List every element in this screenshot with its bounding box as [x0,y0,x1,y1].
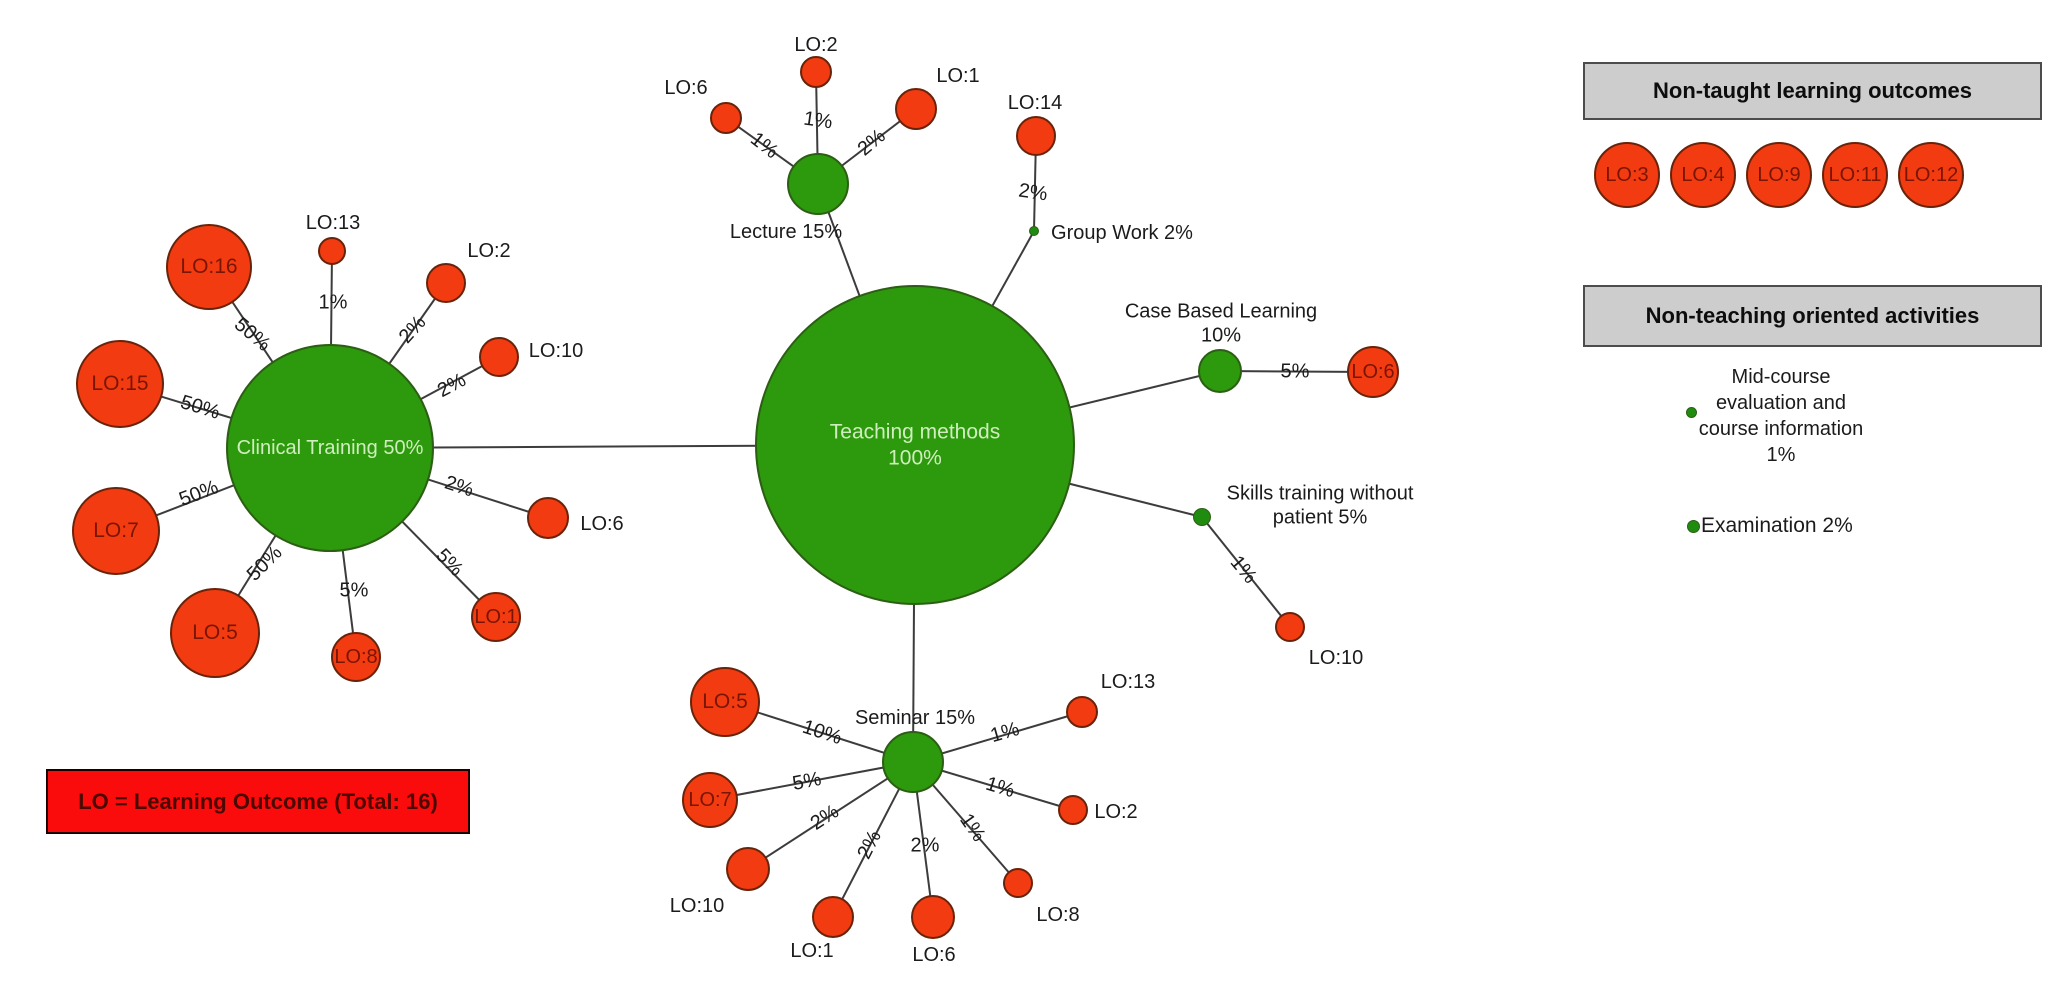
edge-label-case-based-learning--cbl-lo6: 5% [1280,360,1310,383]
legend-activities-title: Non-teaching oriented activities [1645,303,1980,328]
node-ct-lo16 [166,224,252,310]
legend-node-lo-9: LO:9 [1746,142,1812,208]
edge-seminar--sem-lo7 [709,761,914,801]
legend-activities-box: Non-teaching oriented activities [1583,285,2042,347]
label-skills-lo10: LO:10 [1308,646,1364,669]
label-clinical-training: Clinical Training 50% [236,436,424,459]
label-group-work: Group Work 2% [1051,221,1193,244]
node-case-based-learning [1198,349,1242,393]
node-sem-lo8 [1003,868,1033,898]
edge-label-lecture--lec-lo2: 1% [802,107,834,134]
node-ct-lo6 [527,497,569,539]
node-ct-lo2 [426,263,466,303]
legend-node-lo-11: LO:11 [1822,142,1888,208]
edge-skills-training--skills-lo10 [1201,516,1291,628]
edge-label-group-work--gw-lo14: 2% [1017,179,1049,206]
label-lec-lo2: LO:2 [794,33,838,56]
legend-node-lo-3: LO:3 [1594,142,1660,208]
label-sem-lo10: LO:10 [669,894,725,917]
edge-label-clinical-training--ct-lo13: 1% [318,291,348,314]
node-ct-lo8 [331,632,381,682]
legend-node-lo-12: LO:12 [1898,142,1964,208]
node-lec-lo6 [710,102,742,134]
label-seminar: Seminar 15% [854,706,976,729]
label-cbl-lo6: LO:6 [1351,360,1395,383]
label-sem-lo7: LO:7 [688,788,732,811]
label-sem-lo2: LO:2 [1094,800,1138,823]
label-gw-lo14: LO:14 [1007,91,1063,114]
node-lecture [787,153,849,215]
label-ct-lo15: LO:15 [91,372,149,396]
label-case-based-learning: Case Based Learning 10% [1124,300,1318,347]
edge-seminar--sem-lo10 [747,761,914,870]
node-ct-lo13 [318,237,346,265]
label-ct-lo7: LO:7 [93,519,139,543]
node-lec-lo2 [800,56,832,88]
label-ct-lo8: LO:8 [334,645,378,668]
node-cbl-lo6 [1347,346,1399,398]
midcourse-line: 1% [1766,444,1796,466]
label-ct-lo5: LO:5 [192,621,238,645]
node-sem-lo1 [812,896,854,938]
label-sem-lo6: LO:6 [912,943,956,966]
node-seminar [882,731,944,793]
label-skills-training: Skills training without patient 5% [1226,482,1414,529]
midcourse-label: Mid-course evaluation and course informa… [1671,364,1891,468]
label-sem-lo5: LO:5 [702,690,748,714]
node-sem-lo5 [690,667,760,737]
note-box: LO = Learning Outcome (Total: 16) [46,769,470,834]
legend-node-lo-4: LO:4 [1670,142,1736,208]
label-ct-lo16: LO:16 [180,255,238,279]
label-sem-lo8: LO:8 [1036,903,1080,926]
node-ct-lo5 [170,588,260,678]
node-gw-lo14 [1016,116,1056,156]
midcourse-line: evaluation and [1715,392,1847,414]
label-ct-lo10: LO:10 [528,339,584,362]
label-lec-lo1: LO:1 [936,64,980,87]
label-sem-lo13: LO:13 [1100,670,1156,693]
edge-label-seminar--sem-lo6: 2% [910,834,940,857]
examination-dot-icon [1687,520,1700,533]
node-group-work [1029,226,1039,236]
node-sem-lo2 [1058,795,1088,825]
label-sem-lo1: LO:1 [790,939,834,962]
label-ct-lo6: LO:6 [580,512,624,535]
label-ct-lo13: LO:13 [305,211,361,234]
node-ct-lo10 [479,337,519,377]
node-teaching-methods [755,285,1075,605]
node-sem-lo13 [1066,696,1098,728]
label-teaching-methods: Teaching methods 100% [829,420,1001,469]
node-lec-lo1 [895,88,937,130]
node-sem-lo10 [726,847,770,891]
label-ct-lo1: LO:1 [474,605,518,628]
node-sem-lo7 [682,772,738,828]
legend-non-taught-title: Non-taught learning outcomes [1653,78,1972,103]
edge-label-clinical-training--ct-lo8: 5% [339,579,369,602]
node-skills-lo10 [1275,612,1305,642]
midcourse-dot-icon [1686,407,1697,418]
node-ct-lo15 [76,340,164,428]
label-lecture: Lecture 15% [729,220,843,243]
label-lec-lo6: LO:6 [664,76,708,99]
label-ct-lo2: LO:2 [467,239,511,262]
midcourse-line: Mid-course [1731,366,1831,388]
node-clinical-training [226,344,434,552]
node-ct-lo7 [72,487,160,575]
midcourse-line: course information [1698,418,1864,440]
node-sem-lo6 [911,895,955,939]
node-skills-training [1193,508,1211,526]
node-ct-lo1 [471,592,521,642]
legend-non-taught-box: Non-taught learning outcomes [1583,62,2042,120]
examination-label: Examination 2% [1701,514,1853,537]
note-box-label: LO = Learning Outcome (Total: 16) [78,788,438,814]
